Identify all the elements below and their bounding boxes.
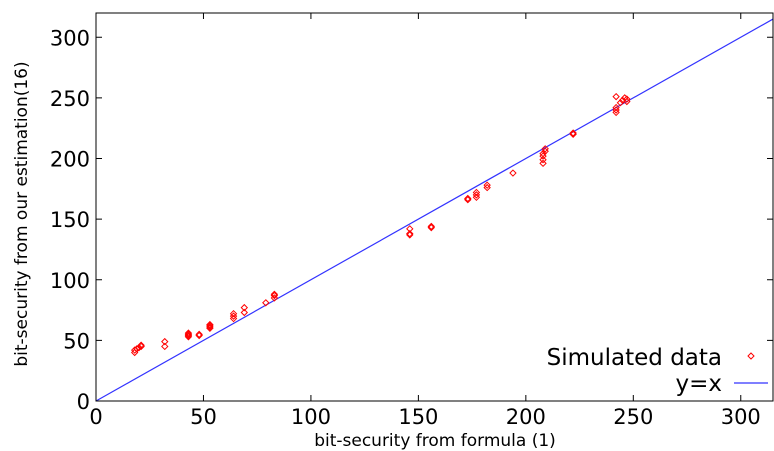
data-point bbox=[612, 103, 620, 112]
x-tick-label: 200 bbox=[506, 405, 546, 429]
data-point bbox=[135, 343, 143, 352]
data-point bbox=[195, 330, 203, 339]
data-point bbox=[406, 225, 414, 233]
legend: Simulated data y=x bbox=[547, 345, 768, 397]
data-point bbox=[161, 342, 169, 351]
data-point bbox=[137, 341, 145, 349]
data-point bbox=[509, 169, 517, 177]
data-point bbox=[464, 196, 472, 204]
data-point bbox=[206, 320, 214, 329]
y-tick-label: 50 bbox=[63, 329, 90, 353]
x-axis-title: bit-security from formula (1) bbox=[314, 431, 556, 451]
data-point bbox=[240, 308, 249, 317]
data-point bbox=[133, 345, 141, 353]
data-point bbox=[270, 290, 279, 299]
data-point bbox=[483, 181, 491, 189]
data-point bbox=[137, 342, 145, 351]
y-tick-label: 250 bbox=[50, 87, 90, 111]
x-tick-label: 150 bbox=[398, 405, 438, 429]
data-point bbox=[616, 99, 625, 107]
reference-line-y-equals-x bbox=[95, 18, 774, 402]
x-tick-label: 100 bbox=[291, 405, 331, 429]
legend-label-simulated-data: Simulated data bbox=[547, 345, 722, 371]
x-tick-label: 0 bbox=[89, 405, 102, 429]
data-point bbox=[195, 331, 203, 340]
x-tick-label: 250 bbox=[613, 405, 653, 429]
data-point bbox=[229, 309, 238, 318]
data-point bbox=[539, 149, 547, 158]
data-point bbox=[184, 329, 193, 337]
data-point bbox=[569, 130, 577, 138]
y-tick-label: 150 bbox=[50, 208, 90, 232]
y-tick-label: 100 bbox=[50, 269, 90, 293]
y-axis-title: bit-security from our estimation(16) bbox=[12, 61, 32, 366]
axes-layer: 0 50 100 150 200 250 300 0 50 100 150 200 250 300 bbox=[50, 12, 774, 429]
data-point bbox=[569, 129, 577, 137]
data-point bbox=[541, 145, 549, 153]
data-point bbox=[130, 346, 139, 354]
data-point bbox=[406, 231, 414, 239]
data-point bbox=[262, 299, 270, 307]
data-point bbox=[472, 188, 481, 197]
data-point bbox=[464, 194, 472, 203]
data-point bbox=[427, 223, 435, 232]
y-tick-label: 300 bbox=[50, 26, 90, 50]
data-point bbox=[406, 229, 414, 238]
legend-label-y-equals-x: y=x bbox=[676, 371, 723, 397]
y-tick-label: 200 bbox=[50, 148, 90, 172]
data-point bbox=[427, 222, 435, 231]
plot-layer bbox=[95, 18, 774, 402]
data-point bbox=[184, 330, 193, 339]
y-tick-label: 0 bbox=[77, 390, 90, 414]
data-point bbox=[161, 337, 169, 346]
x-tick-label: 50 bbox=[190, 405, 217, 429]
data-point bbox=[612, 92, 620, 101]
x-tick-label: 300 bbox=[721, 405, 761, 429]
data-point bbox=[240, 303, 249, 312]
data-point bbox=[539, 159, 547, 168]
data-point bbox=[623, 95, 631, 103]
plot-frame bbox=[95, 12, 774, 402]
data-point bbox=[270, 291, 279, 300]
data-point bbox=[539, 156, 547, 164]
data-point bbox=[206, 322, 214, 330]
legend-marker-diamond bbox=[747, 352, 755, 360]
